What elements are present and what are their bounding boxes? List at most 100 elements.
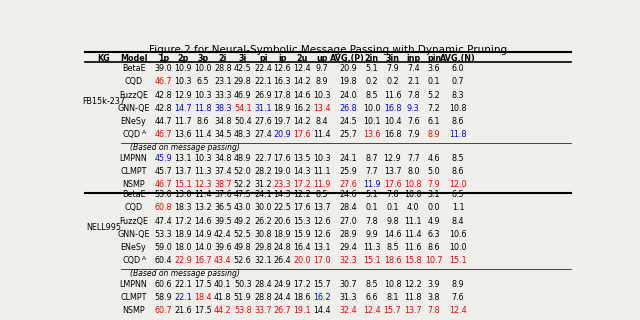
Text: 0.1: 0.1 (428, 77, 440, 86)
Text: 10.9: 10.9 (174, 64, 192, 73)
Text: 47.4: 47.4 (154, 217, 172, 226)
Text: 22.1: 22.1 (255, 77, 273, 86)
Text: up: up (316, 54, 328, 63)
Text: 11.3: 11.3 (195, 167, 212, 176)
Text: 12.4: 12.4 (293, 64, 311, 73)
Text: 8.5: 8.5 (365, 280, 378, 289)
Text: 7.8: 7.8 (407, 91, 420, 100)
Text: (Based on message passing): (Based on message passing) (129, 143, 239, 152)
Text: 16.2: 16.2 (293, 104, 311, 113)
Text: 14.6: 14.6 (384, 230, 401, 239)
Text: 53.8: 53.8 (234, 306, 252, 316)
Text: 9.9: 9.9 (365, 230, 378, 239)
Text: 19.1: 19.1 (293, 306, 311, 316)
Text: 11.8: 11.8 (449, 131, 467, 140)
Text: 26.2: 26.2 (255, 217, 273, 226)
Text: 52.0: 52.0 (234, 167, 252, 176)
Text: 3.1: 3.1 (428, 190, 440, 199)
Text: BetaE: BetaE (122, 64, 145, 73)
Text: 34.8: 34.8 (214, 154, 232, 163)
Text: 11.8: 11.8 (404, 293, 422, 302)
Text: 48.3: 48.3 (234, 131, 252, 140)
Text: 12.2: 12.2 (293, 190, 311, 199)
Text: 19.0: 19.0 (273, 167, 291, 176)
Text: 25.7: 25.7 (339, 131, 356, 140)
Text: 17.6: 17.6 (293, 131, 311, 140)
Text: 4.0: 4.0 (407, 203, 420, 212)
Text: 25.9: 25.9 (339, 167, 356, 176)
Text: 18.9: 18.9 (273, 104, 291, 113)
Text: 16.4: 16.4 (294, 243, 311, 252)
Text: 11.9: 11.9 (313, 180, 331, 189)
Text: 10.1: 10.1 (363, 117, 380, 126)
Text: 7.6: 7.6 (407, 117, 420, 126)
Text: 34.8: 34.8 (214, 117, 232, 126)
Text: 24.1: 24.1 (255, 190, 273, 199)
Text: 27.4: 27.4 (255, 131, 273, 140)
Text: 7.9: 7.9 (386, 64, 399, 73)
Text: A: A (143, 130, 147, 135)
Text: 10.3: 10.3 (195, 154, 212, 163)
Text: 6.5: 6.5 (452, 190, 464, 199)
Text: 22.9: 22.9 (174, 257, 192, 266)
Text: 28.2: 28.2 (255, 167, 273, 176)
Text: 16.7: 16.7 (194, 257, 212, 266)
Text: GNN-QE: GNN-QE (117, 230, 150, 239)
Text: 17.5: 17.5 (194, 306, 212, 316)
Text: 0.1: 0.1 (386, 203, 399, 212)
Text: 18.3: 18.3 (175, 203, 192, 212)
Text: 44.2: 44.2 (214, 306, 232, 316)
Text: 13.7: 13.7 (313, 203, 331, 212)
Text: A: A (143, 256, 147, 261)
Text: 28.8: 28.8 (214, 64, 232, 73)
Text: 13.7: 13.7 (404, 306, 422, 316)
Text: CQD: CQD (122, 131, 141, 140)
Text: 13.1: 13.1 (314, 243, 331, 252)
Text: 3.9: 3.9 (428, 280, 440, 289)
Text: 50.3: 50.3 (234, 280, 252, 289)
Text: 39.5: 39.5 (214, 217, 232, 226)
Text: 1.1: 1.1 (452, 203, 464, 212)
Text: NSMP: NSMP (122, 180, 145, 189)
Text: 24.6: 24.6 (339, 190, 356, 199)
Text: KG: KG (97, 54, 110, 63)
Text: 7.6: 7.6 (452, 293, 464, 302)
Text: 29.8: 29.8 (255, 243, 273, 252)
Text: 27.6: 27.6 (255, 117, 273, 126)
Text: 26.7: 26.7 (273, 306, 291, 316)
Text: 60.8: 60.8 (155, 203, 172, 212)
Text: FB15k-237: FB15k-237 (83, 97, 125, 106)
Text: 59.0: 59.0 (154, 243, 172, 252)
Text: 10.3: 10.3 (314, 91, 331, 100)
Text: 12.9: 12.9 (383, 154, 401, 163)
Text: (Based on message passing): (Based on message passing) (129, 269, 239, 278)
Text: 7.4: 7.4 (407, 64, 420, 73)
Text: 2.1: 2.1 (407, 77, 420, 86)
Text: 8.6: 8.6 (196, 117, 209, 126)
Text: 7.7: 7.7 (407, 154, 420, 163)
Text: 12.0: 12.0 (449, 180, 467, 189)
Text: 8.4: 8.4 (316, 117, 328, 126)
Text: 18.6: 18.6 (294, 293, 311, 302)
Text: 10.0: 10.0 (363, 104, 380, 113)
Text: 10.0: 10.0 (449, 243, 467, 252)
Text: 43.4: 43.4 (214, 257, 232, 266)
Text: 0.0: 0.0 (428, 203, 440, 212)
Text: 16.8: 16.8 (384, 104, 401, 113)
Text: 14.3: 14.3 (294, 167, 311, 176)
Text: 52.5: 52.5 (234, 230, 252, 239)
Text: 5.2: 5.2 (428, 91, 440, 100)
Text: 10.0: 10.0 (404, 190, 422, 199)
Text: 46.7: 46.7 (154, 77, 172, 86)
Text: 10.3: 10.3 (175, 77, 192, 86)
Text: 7.9: 7.9 (428, 180, 440, 189)
Text: 31.1: 31.1 (255, 104, 272, 113)
Text: 49.8: 49.8 (234, 243, 252, 252)
Text: 2u: 2u (296, 54, 308, 63)
Text: 17.0: 17.0 (313, 257, 331, 266)
Text: inp: inp (406, 54, 420, 63)
Text: pin: pin (427, 54, 441, 63)
Text: 16.8: 16.8 (384, 131, 401, 140)
Text: 11.7: 11.7 (174, 117, 192, 126)
Text: 14.2: 14.2 (293, 117, 311, 126)
